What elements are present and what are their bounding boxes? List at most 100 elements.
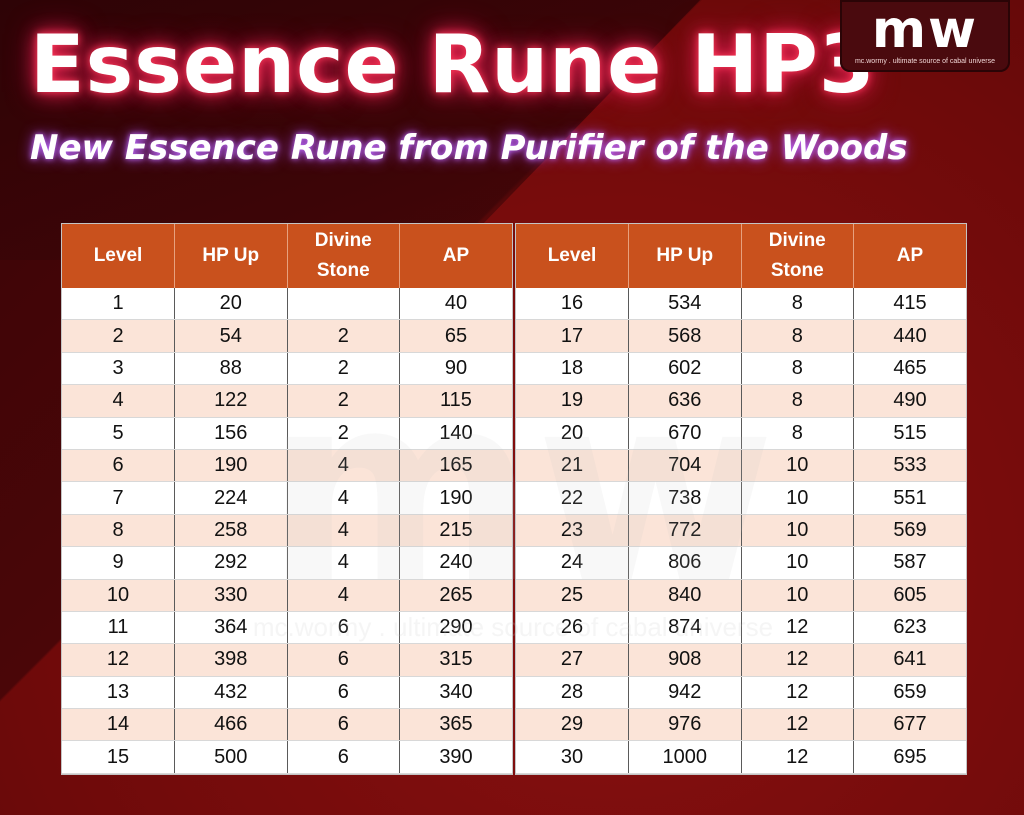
cell-level: 26 — [516, 611, 629, 645]
col-level-header: Level — [62, 224, 175, 288]
col-level-header: Level — [516, 224, 629, 288]
cell-divine-stone: 12 — [741, 611, 854, 645]
cell-divine-stone: 2 — [287, 352, 400, 386]
table-row: 14 466 6 365 — [62, 708, 512, 742]
cell-hp-up: 738 — [628, 481, 742, 515]
table-row: 10 330 4 265 — [62, 579, 512, 612]
cell-divine-stone: 2 — [287, 319, 400, 353]
cell-level: 17 — [516, 319, 629, 353]
cell-hp-up: 976 — [628, 708, 742, 742]
cell-ap: 623 — [853, 611, 966, 645]
table-row: 6 190 4 165 — [62, 449, 512, 483]
cell-level: 22 — [516, 481, 629, 515]
cell-hp-up: 1000 — [628, 740, 742, 774]
table-row: 17 568 8 440 — [516, 319, 966, 353]
cell-ap: 490 — [853, 384, 966, 418]
cell-divine-stone: 12 — [741, 643, 854, 677]
table-row: 11 364 6 290 — [62, 611, 512, 645]
cell-level: 29 — [516, 708, 629, 742]
table-row: 22 738 10 551 — [516, 481, 966, 515]
cell-level: 21 — [516, 449, 629, 483]
cell-level: 8 — [62, 514, 175, 548]
cell-hp-up: 224 — [174, 481, 288, 515]
cell-hp-up: 466 — [174, 708, 288, 742]
cell-ap: 165 — [399, 449, 512, 483]
stats-table-left: Level HP Up Divine Stone AP 1 20 40 2 54 2 65 3… — [61, 223, 513, 775]
col-divine-stone-header: Divine Stone — [287, 224, 400, 288]
cell-level: 14 — [62, 708, 175, 742]
cell-level: 15 — [62, 740, 175, 774]
cell-hp-up: 364 — [174, 611, 288, 645]
cell-hp-up: 20 — [174, 288, 288, 321]
table-row: 20 670 8 515 — [516, 417, 966, 450]
cell-level: 2 — [62, 319, 175, 353]
cell-hp-up: 874 — [628, 611, 742, 645]
cell-level: 10 — [62, 579, 175, 612]
logo-mark: mw — [871, 0, 979, 60]
cell-hp-up: 942 — [628, 676, 742, 710]
cell-ap: 115 — [399, 384, 512, 418]
cell-hp-up: 772 — [628, 514, 742, 548]
cell-hp-up: 534 — [628, 288, 742, 321]
cell-divine-stone: 4 — [287, 481, 400, 515]
cell-divine-stone: 10 — [741, 579, 854, 612]
table-body-left: 1 20 40 2 54 2 65 3 88 2 90 4 122 2 115 5 156 2 140 6 190 4 16… — [62, 288, 512, 774]
page-title: Essence Rune HP3 — [30, 18, 876, 111]
table-row: 9 292 4 240 — [62, 546, 512, 580]
cell-level: 3 — [62, 352, 175, 386]
cell-level: 30 — [516, 740, 629, 774]
cell-ap: 90 — [399, 352, 512, 386]
col-hp-up-header: HP Up — [174, 224, 288, 288]
cell-hp-up: 568 — [628, 319, 742, 353]
cell-divine-stone: 6 — [287, 643, 400, 677]
cell-divine-stone — [287, 288, 400, 321]
cell-level: 16 — [516, 288, 629, 321]
cell-level: 9 — [62, 546, 175, 580]
cell-hp-up: 500 — [174, 740, 288, 774]
cell-hp-up: 840 — [628, 579, 742, 612]
cell-divine-stone: 4 — [287, 579, 400, 612]
table-row: 5 156 2 140 — [62, 417, 512, 450]
cell-level: 23 — [516, 514, 629, 548]
table-row: 18 602 8 465 — [516, 352, 966, 386]
cell-divine-stone: 6 — [287, 708, 400, 742]
table-row: 24 806 10 587 — [516, 546, 966, 580]
logo-tagline: mc.wormy . ultimate source of cabal univ… — [854, 58, 996, 65]
cell-divine-stone: 4 — [287, 514, 400, 548]
col-ap-header: AP — [399, 224, 512, 288]
cell-hp-up: 704 — [628, 449, 742, 483]
cell-level: 7 — [62, 481, 175, 515]
cell-hp-up: 122 — [174, 384, 288, 418]
cell-divine-stone: 6 — [287, 740, 400, 774]
table-body-right: 16 534 8 415 17 568 8 440 18 602 8 465 19 636 8 490 20 67… — [516, 288, 966, 774]
cell-level: 18 — [516, 352, 629, 386]
cell-hp-up: 908 — [628, 643, 742, 677]
cell-ap: 569 — [853, 514, 966, 548]
cell-ap: 390 — [399, 740, 512, 774]
table-header-row: Level HP Up Divine Stone AP — [62, 224, 512, 288]
stats-table-right: Level HP Up Divine Stone AP 16 534 8 415 17 5… — [515, 223, 967, 775]
table-row: 30 1000 12 695 — [516, 740, 966, 774]
cell-divine-stone: 10 — [741, 546, 854, 580]
cell-hp-up: 670 — [628, 417, 742, 450]
cell-divine-stone: 4 — [287, 546, 400, 580]
cell-level: 1 — [62, 288, 175, 321]
cell-ap: 551 — [853, 481, 966, 515]
cell-ap: 315 — [399, 643, 512, 677]
cell-ap: 515 — [853, 417, 966, 450]
cell-divine-stone: 2 — [287, 384, 400, 418]
cell-hp-up: 330 — [174, 579, 288, 612]
cell-divine-stone: 2 — [287, 417, 400, 450]
table-row: 3 88 2 90 — [62, 352, 512, 386]
cell-ap: 659 — [853, 676, 966, 710]
cell-level: 24 — [516, 546, 629, 580]
cell-hp-up: 398 — [174, 643, 288, 677]
table-row: 12 398 6 315 — [62, 643, 512, 677]
cell-ap: 290 — [399, 611, 512, 645]
cell-hp-up: 806 — [628, 546, 742, 580]
cell-ap: 140 — [399, 417, 512, 450]
cell-ap: 265 — [399, 579, 512, 612]
col-hp-up-header: HP Up — [628, 224, 742, 288]
cell-level: 27 — [516, 643, 629, 677]
cell-hp-up: 54 — [174, 319, 288, 353]
